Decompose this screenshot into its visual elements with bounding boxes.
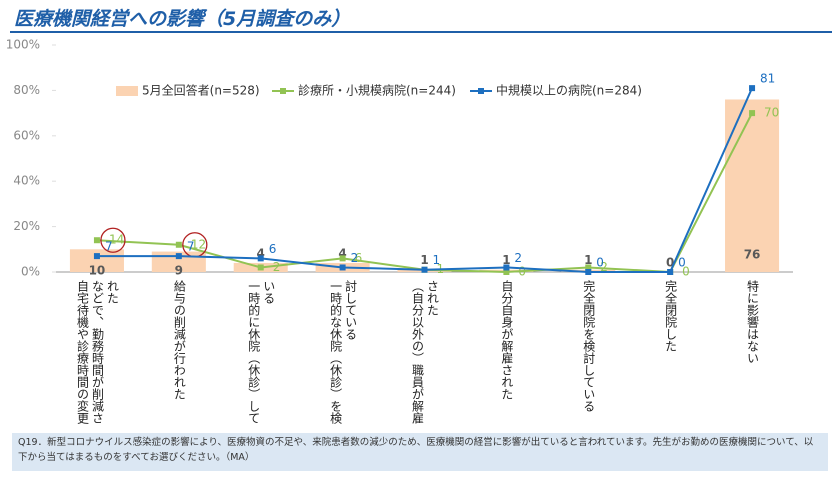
bar-value-label: 9 — [175, 264, 183, 278]
footnote: Q19．新型コロナウイルス感染症の影響により、医療物資の不足や、来院患者数の減少… — [12, 433, 828, 471]
x-tick-label: 給与の削減が行われた — [172, 280, 187, 400]
line-value-label: 7 — [187, 240, 195, 254]
x-tick-label: 完全閉院した — [663, 280, 678, 352]
legend-swatch — [116, 86, 138, 96]
marker — [93, 253, 100, 260]
y-tick-label: 0% — [21, 265, 40, 279]
marker — [93, 237, 100, 244]
legend-label: 5月全回答者(n=528) — [142, 83, 260, 98]
y-tick-label: 20% — [13, 219, 40, 233]
line-value-label: 14 — [109, 233, 124, 247]
line-value-label: 0 — [518, 265, 526, 279]
marker — [257, 255, 264, 262]
line-value-label: 0 — [596, 256, 604, 270]
line-value-label: 1 — [433, 253, 441, 267]
x-tick-label: （自分以外の）職員が解雇された — [410, 280, 440, 424]
bar-value-label: 4 — [338, 246, 346, 260]
highlight-circle — [100, 227, 126, 253]
title-rule — [10, 31, 832, 33]
marker — [175, 241, 182, 248]
line-value-label: 2 — [273, 260, 281, 274]
line-value-label: 0 — [682, 265, 690, 279]
y-tick-label: 40% — [13, 174, 40, 188]
bar-value-label: 0 — [666, 256, 674, 270]
x-tick-label: 特に影響はない — [745, 280, 760, 364]
bar-value-label: 1 — [584, 253, 592, 267]
line-value-label: 12 — [191, 237, 206, 251]
marker — [257, 264, 264, 271]
marker — [339, 264, 346, 271]
line-value-label: 81 — [760, 72, 775, 86]
x-tick-label: 自宅待機や診療時間の変更などで、勤務時間が削減された — [75, 280, 120, 424]
line-value-label: 2 — [351, 251, 359, 265]
line-value-label: 2 — [600, 260, 608, 274]
y-tick-label: 60% — [13, 128, 40, 142]
line-value-label: 2 — [514, 251, 522, 265]
line-value-label: 7 — [105, 240, 113, 254]
marker — [667, 269, 674, 275]
y-tick-label: 100% — [6, 38, 40, 52]
x-tick-label: 完全閉院を検討している — [581, 280, 596, 412]
marker — [421, 266, 428, 273]
bar-value-label: 1 — [502, 253, 510, 267]
title: 医療機関経営への影響（5月調査のみ） — [14, 8, 351, 30]
line-value-label: 0 — [678, 256, 686, 270]
marker — [749, 110, 756, 117]
legend-label: 診療所・小規模病院(n=244) — [298, 83, 456, 98]
legend-label: 中規模以上の病院(n=284) — [496, 83, 642, 98]
bar — [725, 99, 780, 272]
bar-value-label: 4 — [257, 246, 265, 260]
x-tick-label: 一時的に休院（休診）している — [246, 280, 276, 424]
marker — [585, 269, 592, 275]
marker — [339, 255, 346, 262]
bar-value-label: 76 — [744, 248, 761, 262]
line-value-label: 6 — [355, 251, 363, 265]
x-tick-label: 一時的な休院（休診）を検討している — [328, 280, 358, 424]
x-tick-label: 自分自身が解雇された — [499, 280, 514, 400]
bar-value-label: 10 — [89, 264, 106, 278]
marker — [585, 264, 592, 271]
marker — [175, 253, 182, 260]
legend-swatch — [280, 88, 286, 94]
y-tick-label: 80% — [13, 83, 40, 97]
bar — [69, 249, 124, 272]
line-value-label: 70 — [764, 106, 779, 120]
legend-swatch — [478, 88, 484, 94]
marker — [503, 269, 510, 275]
bar-value-label: 1 — [420, 253, 428, 267]
line-value-label: 6 — [269, 242, 277, 256]
marker — [503, 264, 510, 271]
marker — [749, 85, 756, 92]
